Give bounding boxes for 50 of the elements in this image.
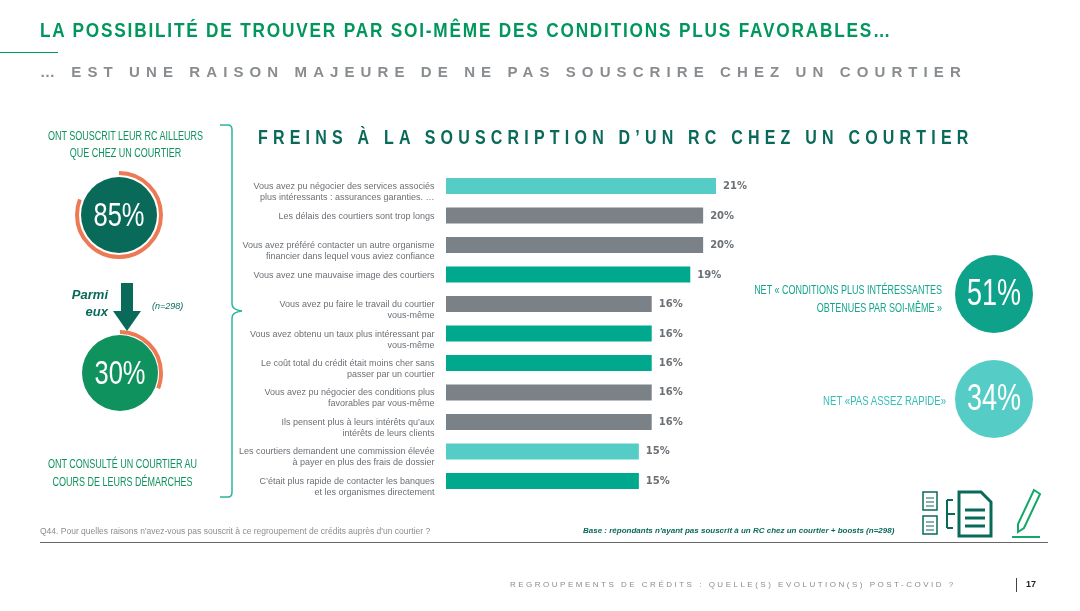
text: ONT CONSULTÉ UN COURTIER AU COURS DE LEURS DÉMARCHES: [47, 455, 198, 491]
data-label: 16%: [658, 386, 683, 398]
bar: [446, 384, 652, 401]
text: REGROUPEMENTS DE CRÉDITS : QUELLE(S) EVOLUTION(S) POST-COVID ?: [510, 580, 956, 589]
bar: [446, 354, 652, 372]
text: Parmi eux: [70, 286, 108, 320]
bar: [446, 177, 716, 195]
y-tick-label: Ils pensent plus à leurs intérêts qu’aux intérêts de leurs clients: [281, 416, 435, 438]
text: Base : répondants n'ayant pas souscrit à un RC chez un courtier + boosts (n=298): [583, 526, 895, 535]
text: 30%: [93, 353, 147, 392]
data-label: 16%: [658, 327, 683, 339]
bar: [446, 266, 691, 283]
data-label: 20%: [710, 239, 735, 251]
data-label: 16%: [658, 415, 683, 427]
text: 85%: [92, 195, 146, 234]
y-tick-label: Le coût total du crédit était moins cher sans passer par un courtier: [260, 358, 435, 379]
y-tick-label: Vous avez pu faire le travail du courtier vous-même: [279, 299, 435, 320]
data-label: 15%: [645, 445, 670, 457]
text: NET «PAS ASSEZ RAPIDE»: [822, 394, 946, 408]
data-label: 15%: [645, 474, 670, 486]
y-tick-label: Vous avez pu négocier des conditions plus favorables par vous-même: [264, 387, 435, 409]
bar: [446, 325, 652, 342]
bar: [446, 472, 639, 490]
bar: [446, 207, 704, 224]
y-tick-label: Les délais des courtiers sont trop longs: [278, 210, 435, 221]
text: NET « CONDITIONS PLUS INTÉRESSANTES OBTENUES PAR SOI-MÊME »: [753, 281, 942, 317]
bar: [446, 443, 639, 460]
chart-subtitle: … EST UNE RAISON MAJEURE DE NE PAS SOUSCRIRE CHEZ UN COURTIER: [40, 63, 967, 80]
y-tick-label: Vous avez pu négocier des services associés plus intéressants : assurances garanties. …: [253, 181, 435, 203]
y-tick-label: C’était plus rapide de contacter les banques et les organismes directement: [259, 475, 435, 497]
data-label: 19%: [697, 268, 722, 280]
text: FREINS À LA SOUSCRIPTION D’UN RC CHEZ UN COURTIER: [258, 126, 974, 149]
y-tick-label: Vous avez une mauvaise image des courtiers: [253, 269, 435, 280]
bar: [446, 236, 704, 254]
y-tick-label: Les courtiers demandent une commission élevée à payer en plus des frais de dossier: [238, 446, 435, 468]
data-label: 21%: [723, 180, 747, 192]
text: Q44. Pour quelles raisons n'avez-vous pas souscrit à ce regroupement de crédits auprès d'un courtier ?: [40, 526, 431, 536]
text: 17: [1026, 579, 1037, 589]
bar: [446, 413, 652, 431]
data-label: 16%: [658, 357, 683, 368]
bar: [446, 295, 652, 313]
text: 51%: [966, 272, 1022, 314]
text: ONT SOUSCRIT LEUR RC AILLEURS QUE CHEZ UN COURTIER: [46, 128, 205, 162]
data-label: 16%: [658, 298, 683, 309]
text: 34%: [966, 377, 1022, 419]
y-tick-label: Vous avez obtenu un taux plus intéressant par vous-même: [249, 328, 435, 350]
y-tick-label: Vous avez préféré contacter un autre organisme financier dans lequel vous aviez confiance: [242, 240, 435, 262]
chart-title: LA POSSIBILITÉ DE TROUVER PAR SOI-MÊME DES CONDITIONS PLUS FAVORABLES…: [40, 18, 893, 42]
data-label: 20%: [710, 209, 735, 221]
text: (n=298): [152, 301, 184, 311]
